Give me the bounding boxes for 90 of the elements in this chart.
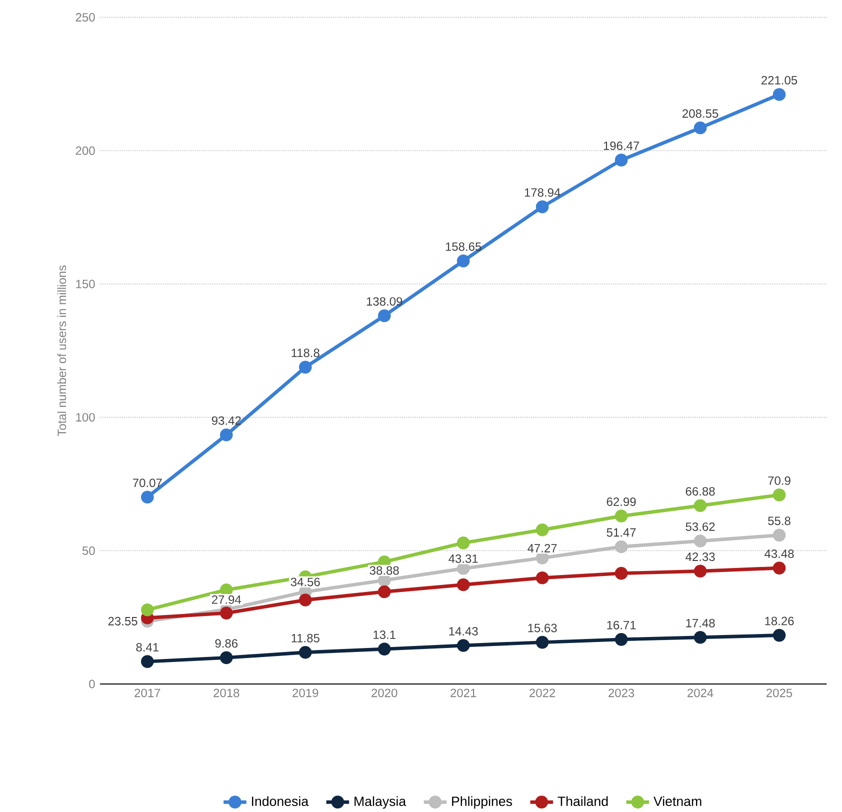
legend-label: Malaysia: [354, 796, 406, 809]
point: [614, 540, 628, 554]
y-tick-label: 250: [76, 13, 95, 22]
point: [694, 564, 707, 578]
point: [140, 655, 154, 668]
point: [536, 571, 549, 584]
x-tick-label: 2025: [766, 688, 792, 698]
point: [456, 536, 470, 550]
legend-label: Phlippines: [452, 796, 512, 809]
data-label: 15.63: [528, 624, 557, 632]
point: [694, 121, 707, 134]
point: [378, 642, 391, 656]
data-label: 208.55: [682, 109, 718, 118]
point: [378, 585, 391, 598]
data-label: 34.56: [290, 578, 320, 586]
data-label: 55.8: [768, 516, 790, 526]
data-label: 8.41: [136, 643, 158, 652]
data-label: 13.1: [374, 630, 396, 640]
point: [298, 594, 312, 606]
point: [536, 552, 549, 564]
data-label: 43.48: [764, 549, 794, 558]
legend-label: Thailand: [558, 796, 608, 806]
data-label: 38.88: [370, 566, 399, 575]
legend-label: Vietnam: [654, 796, 702, 806]
point: [772, 628, 786, 642]
point: [298, 360, 312, 374]
y-tick-label: 200: [76, 146, 95, 155]
data-label: 14.43: [449, 626, 478, 636]
x-tick-label: 2019: [292, 688, 318, 698]
point: [298, 646, 312, 659]
x-tick-label: 2023: [608, 688, 634, 698]
data-label: 118.8: [292, 348, 320, 358]
x-tick-label: 2017: [134, 688, 160, 698]
point: [772, 528, 786, 542]
data-label: 66.88: [686, 487, 715, 496]
x-tick-label: 2022: [530, 688, 556, 698]
data-label: 51.47: [606, 528, 636, 537]
point: [614, 633, 628, 646]
y-axis-title: Total number of users in millions: [57, 265, 66, 436]
point: [140, 490, 154, 504]
point: [614, 566, 628, 580]
x-tick-label: 2020: [372, 688, 398, 698]
point: [536, 636, 549, 649]
data-label: 158.65: [446, 242, 482, 251]
data-label: 17.48: [686, 618, 715, 628]
point: [772, 488, 786, 502]
data-label: 138.09: [366, 297, 402, 306]
data-label: 70.9: [768, 476, 790, 485]
y-tick-label: 50: [82, 546, 95, 555]
point: [772, 88, 786, 101]
data-label: 47.27: [528, 544, 557, 552]
data-label: 196.47: [604, 142, 640, 150]
point: [456, 562, 470, 575]
data-label: 16.71: [607, 620, 636, 630]
data-label: 221.05: [762, 76, 798, 84]
data-label: 9.86: [215, 639, 238, 648]
point: [220, 606, 233, 620]
point: [456, 254, 470, 268]
point: [694, 534, 707, 548]
point: [614, 154, 628, 166]
point: [694, 499, 707, 512]
data-label: 62.99: [606, 497, 636, 506]
point: [220, 428, 233, 442]
data-label: 18.26: [765, 616, 794, 626]
point: [772, 562, 786, 574]
x-tick-label: 2021: [450, 688, 476, 698]
x-tick-label: 2018: [214, 688, 240, 698]
point: [456, 639, 470, 652]
data-label: 53.62: [686, 522, 715, 531]
point: [378, 309, 391, 322]
legend-label: Indonesia: [252, 796, 309, 806]
point: [536, 200, 549, 214]
data-label: 27.94: [212, 595, 242, 604]
x-tick-label: 2024: [688, 688, 714, 698]
data-label: 11.85: [292, 634, 320, 642]
point: [220, 651, 233, 664]
data-label: 42.33: [686, 552, 715, 562]
point: [614, 510, 628, 522]
data-label: 178.94: [524, 188, 560, 197]
point: [140, 603, 154, 616]
point: [536, 523, 549, 536]
y-tick-label: 100: [76, 413, 95, 422]
data-label: 70.07: [132, 478, 162, 488]
point: [694, 630, 707, 644]
y-tick-label: 150: [76, 280, 95, 288]
data-label: 93.42: [212, 416, 241, 425]
y-tick-label: 0: [89, 680, 95, 688]
data-label: 23.55: [108, 616, 138, 626]
point: [456, 578, 470, 592]
data-label: 43.31: [448, 554, 478, 563]
